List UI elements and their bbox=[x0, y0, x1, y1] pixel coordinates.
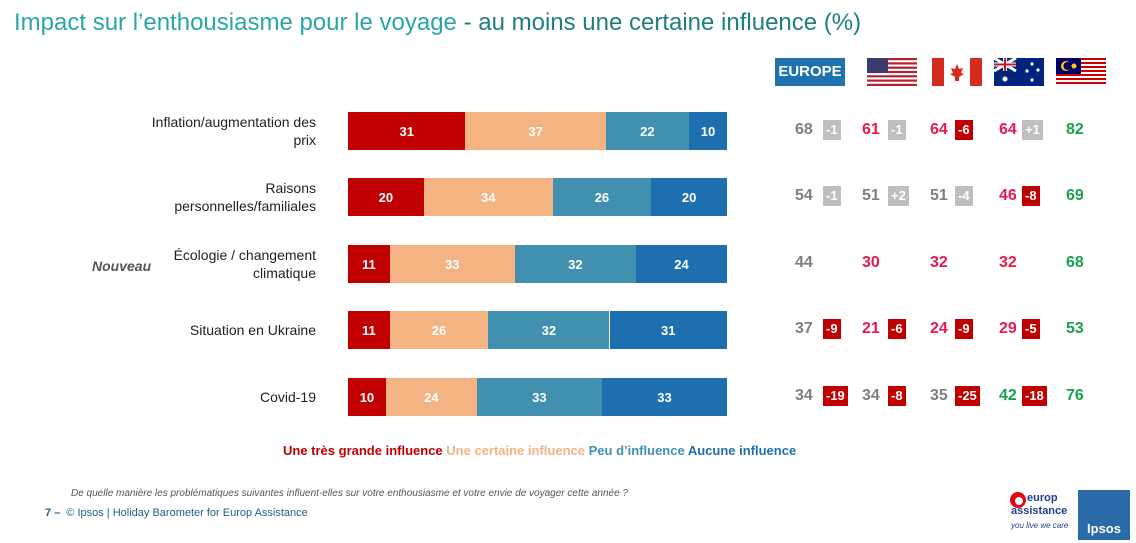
row-label: Situation en Ukraine bbox=[189, 322, 316, 338]
bar-segment: 10 bbox=[348, 378, 386, 416]
canada-change-badge: -4 bbox=[955, 186, 973, 206]
canada-change-badge: -6 bbox=[955, 120, 973, 140]
australia-change-badge: -8 bbox=[1022, 186, 1040, 206]
malaysia-total: 76 bbox=[1066, 387, 1084, 404]
australia-change-badge: -18 bbox=[1022, 386, 1047, 406]
europe-total: 44 bbox=[795, 254, 813, 271]
europe-total: 37 bbox=[795, 320, 813, 337]
bar-segment: 33 bbox=[389, 245, 515, 283]
bar-segment: 11 bbox=[348, 245, 390, 283]
europe-total: 54 bbox=[795, 187, 813, 204]
ipsos-logo-text: Ipsos bbox=[1087, 521, 1121, 536]
bar-segment: 10 bbox=[689, 112, 727, 150]
canada-total: 51 bbox=[930, 187, 948, 204]
new-item-tag: Nouveau bbox=[92, 258, 152, 274]
us-total: 34 bbox=[862, 387, 880, 404]
bar-segment: 32 bbox=[488, 311, 610, 349]
row-label: Écologie / changement climatique bbox=[173, 247, 316, 281]
bar-segment: 31 bbox=[609, 311, 727, 349]
canada-total: 35 bbox=[930, 387, 948, 404]
ea-line2: assistance bbox=[1011, 505, 1068, 517]
legend-none: Aucune influence bbox=[687, 443, 797, 458]
us-flag-icon bbox=[867, 58, 917, 86]
australia-change-badge: +1 bbox=[1022, 120, 1043, 140]
europe-change-badge: -1 bbox=[823, 186, 841, 206]
ipsos-logo: Ipsos bbox=[1078, 490, 1130, 540]
malaysia-total: 68 bbox=[1066, 254, 1084, 271]
footer-text: © Ipsos | Holiday Barometer for Europ As… bbox=[66, 507, 308, 519]
us-total: 51 bbox=[862, 187, 880, 204]
europe-total: 34 bbox=[795, 387, 813, 404]
page-number: 7 – bbox=[45, 507, 61, 519]
bar-segment: 20 bbox=[651, 178, 727, 216]
us-total: 21 bbox=[862, 320, 880, 337]
question-footnote: De quelle manière les problématiques sui… bbox=[71, 488, 628, 499]
us-change-badge: -8 bbox=[888, 386, 906, 406]
us-change-badge: +2 bbox=[888, 186, 909, 206]
europ-assistance-mark-icon bbox=[1010, 492, 1026, 508]
australia-total: 42 bbox=[999, 387, 1017, 404]
bar-segment: 22 bbox=[605, 112, 690, 150]
malaysia-flag-icon bbox=[1056, 58, 1106, 86]
legend-some: Une certaine influence bbox=[446, 443, 585, 458]
us-total: 61 bbox=[862, 121, 880, 138]
title-main: Impact sur l’enthousiasme pour le voyage bbox=[14, 9, 457, 36]
europe-change-badge: -1 bbox=[823, 120, 841, 140]
bar-segment: 26 bbox=[552, 178, 652, 216]
australia-total: 46 bbox=[999, 187, 1017, 204]
title-sub: - au moins une certaine influence (%) bbox=[456, 9, 862, 36]
australia-total: 32 bbox=[999, 254, 1017, 271]
australia-flag-icon bbox=[993, 58, 1044, 86]
australia-change-badge: -5 bbox=[1022, 319, 1040, 339]
bar-segment: 33 bbox=[476, 378, 602, 416]
legend-little: Peu d’influence bbox=[588, 443, 685, 458]
us-change-badge: -1 bbox=[888, 120, 906, 140]
bar-segment: 26 bbox=[389, 311, 489, 349]
ea-line1: europ bbox=[1027, 492, 1058, 504]
legend-very: Une très grande influence bbox=[283, 443, 443, 458]
malaysia-total: 82 bbox=[1066, 121, 1084, 138]
australia-total: 29 bbox=[999, 320, 1017, 337]
canada-change-badge: -9 bbox=[955, 319, 973, 339]
bar-segment: 34 bbox=[423, 178, 553, 216]
canada-change-badge: -25 bbox=[955, 386, 980, 406]
row-label: Covid-19 bbox=[259, 389, 316, 405]
europe-total: 68 bbox=[795, 121, 813, 138]
europe-header: EUROPE bbox=[775, 58, 845, 86]
us-total: 30 bbox=[862, 254, 880, 271]
us-change-badge: -6 bbox=[888, 319, 906, 339]
row-label: Raisons personnelles/familiales bbox=[174, 180, 316, 214]
footer: 7 – © Ipsos | Holiday Barometer for Europ… bbox=[45, 507, 308, 519]
canada-total: 32 bbox=[930, 254, 948, 271]
bar-segment: 24 bbox=[636, 245, 727, 283]
chart-title: Impact sur l’enthousiasme pour le voyage… bbox=[14, 9, 861, 37]
legend: Une très grande influence Une certaine i… bbox=[283, 443, 796, 458]
canada-flag-icon bbox=[932, 58, 982, 86]
europe-change-badge: -9 bbox=[823, 319, 841, 339]
bar-segment: 31 bbox=[348, 112, 466, 150]
malaysia-total: 69 bbox=[1066, 187, 1084, 204]
bar-segment: 20 bbox=[348, 178, 424, 216]
canada-total: 24 bbox=[930, 320, 948, 337]
row-label: Inflation/augmentation des prix bbox=[151, 114, 316, 148]
bar-segment: 37 bbox=[465, 112, 606, 150]
malaysia-total: 53 bbox=[1066, 320, 1084, 337]
ea-tagline: you live we care bbox=[1011, 521, 1069, 530]
bar-segment: 33 bbox=[601, 378, 727, 416]
bar-segment: 32 bbox=[514, 245, 637, 283]
australia-total: 64 bbox=[999, 121, 1017, 138]
bar-segment: 24 bbox=[385, 378, 477, 416]
bar-segment: 11 bbox=[348, 311, 390, 349]
canada-total: 64 bbox=[930, 121, 948, 138]
europe-change-badge: -19 bbox=[823, 386, 848, 406]
europ-assistance-logo: europ assistance you live we care bbox=[1005, 491, 1075, 535]
